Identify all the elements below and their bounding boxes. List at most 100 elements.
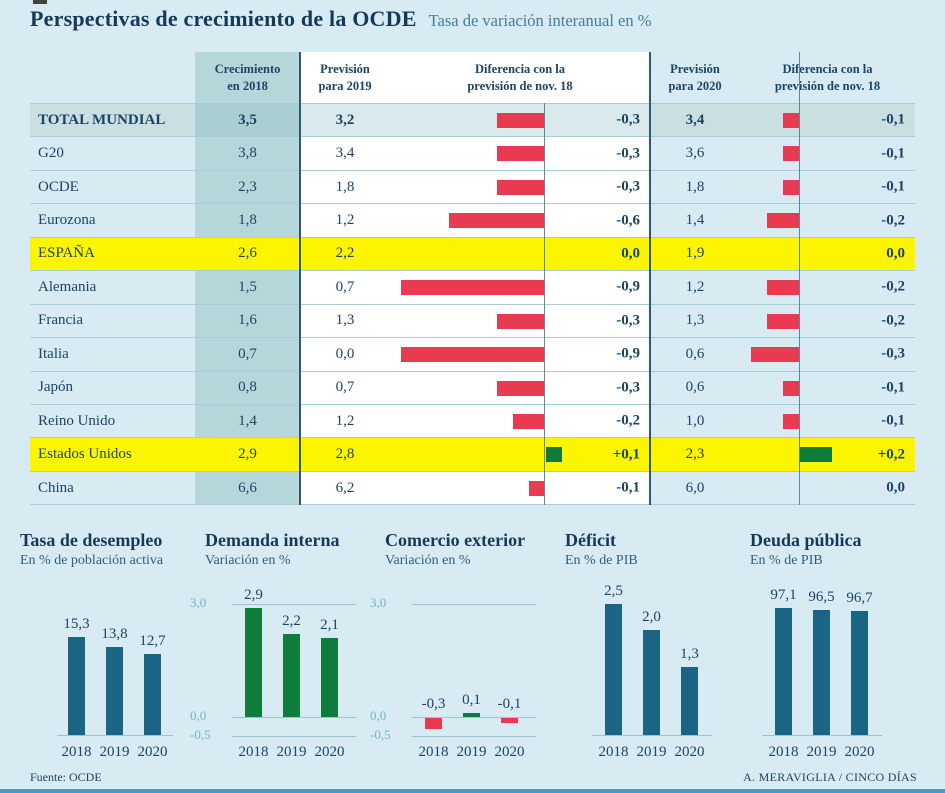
chart-bar-value: 96,7 xyxy=(846,590,873,606)
negative-diff-bar xyxy=(497,179,545,195)
chart-bar-value: 15,3 xyxy=(63,616,90,632)
negative-diff-bar xyxy=(767,213,799,229)
country-label: TOTAL MUNDIAL xyxy=(30,104,195,137)
masthead: Perspectivas de crecimiento de la OCDE Ta… xyxy=(30,6,651,32)
chart-title-demanda-interna: Demanda interna xyxy=(205,530,340,550)
chart-bar-value: 2,2 xyxy=(282,613,301,629)
growth-2018-value: 2,9 xyxy=(195,438,300,471)
chart-bar xyxy=(425,718,442,729)
negative-diff-bar xyxy=(529,480,545,496)
chart-bar xyxy=(144,654,161,735)
chart-bar xyxy=(283,634,300,717)
table-row: Francia 1,6 1,3 -0,3 1,3 -0,2 xyxy=(30,303,915,338)
growth-2018-value: 2,6 xyxy=(195,237,300,271)
y-axis-tick: 3,0 xyxy=(370,595,387,610)
diff-2019-value: +0,1 xyxy=(612,446,640,463)
growth-2018-value: 1,5 xyxy=(195,271,300,304)
table-row: Japón 0,8 0,7 -0,3 0,6 -0,1 xyxy=(30,370,915,404)
x-axis-line xyxy=(57,735,173,736)
chart-bar xyxy=(106,647,123,735)
chart-bar xyxy=(775,608,792,735)
positive-diff-bar xyxy=(546,447,562,463)
country-label: Francia xyxy=(38,312,83,329)
negative-diff-bar xyxy=(401,347,545,363)
positive-diff-bar xyxy=(800,447,832,463)
forecast-2019-value: 0,7 xyxy=(300,371,390,404)
forecast-2019-value: 3,2 xyxy=(300,104,390,137)
diff-2019-cell: -0,3 xyxy=(390,104,650,137)
chart-title-d-ficit: Déficit xyxy=(565,530,616,550)
negative-diff-bar xyxy=(401,280,545,296)
y-axis-tick: 3,0 xyxy=(190,595,207,610)
chart-bar xyxy=(321,638,338,717)
chart-bar-value: 1,3 xyxy=(680,646,699,662)
forecast-2020-value: 6,0 xyxy=(685,479,705,496)
negative-diff-bar xyxy=(767,313,799,329)
diff-2020-cell: -0,2 xyxy=(740,204,915,236)
growth-2018-value: 1,4 xyxy=(195,404,300,438)
negative-diff-bar xyxy=(783,146,799,162)
diff-2019-value: -0,3 xyxy=(616,312,640,329)
chart-bar xyxy=(463,712,480,717)
table-row: Reino Unido 1,4 1,2 -0,2 1,0 -0,1 xyxy=(30,403,915,438)
chart-subtitle-d-ficit: En % de PIB xyxy=(565,553,638,568)
diff-2019-cell: -0,6 xyxy=(390,204,650,237)
country-label: Reino Unido xyxy=(38,412,116,429)
negative-diff-bar xyxy=(497,380,545,396)
table-row: Alemania 1,5 0,7 -0,9 1,2 -0,2 xyxy=(30,270,915,304)
chart-title-deuda-p-blica: Deuda pública xyxy=(750,530,862,550)
negative-diff-bar xyxy=(783,413,799,429)
diff-2019-cell: -0,3 xyxy=(390,371,650,404)
header-growth-2018: Crecimiento en 2018 xyxy=(195,52,300,103)
y-axis-tick: 0,0 xyxy=(370,708,387,723)
country-label: Alemania xyxy=(38,278,97,295)
credit-note: A. MERAVIGLIA / CINCO DÍAS xyxy=(743,770,917,784)
table-row: ESPAÑA 2,6 2,2 0,0 1,9 0,0 xyxy=(30,236,915,271)
forecast-2019-value: 0,7 xyxy=(300,271,390,304)
chart-bar xyxy=(813,610,830,735)
chart-bar-value: 0,1 xyxy=(462,691,481,708)
chart-x-label: 2018 xyxy=(768,744,799,760)
negative-diff-bar xyxy=(783,380,799,396)
gridline xyxy=(232,736,356,737)
forecast-2020-value: 1,2 xyxy=(685,278,705,295)
diff-2020-value: 0,0 xyxy=(886,245,905,262)
table-body: TOTAL MUNDIAL 3,5 3,2 -0,3 3,4 -0,1 G20 3,8 3,4-… xyxy=(30,103,915,506)
gridline xyxy=(412,604,536,605)
forecast-2020-value: 3,6 xyxy=(685,145,705,162)
diff-2020-value: -0,1 xyxy=(881,145,905,162)
chart-bar xyxy=(851,611,868,735)
x-axis-line xyxy=(592,735,712,736)
growth-2018-value: 0,7 xyxy=(195,338,300,371)
diff-2020-cell: -0,2 xyxy=(740,305,915,337)
diff-2019-value: -0,9 xyxy=(616,278,640,295)
diff-2019-value: -0,3 xyxy=(616,178,640,195)
chart-bar-value: 2,0 xyxy=(642,609,661,625)
y-axis-tick: 0,0 xyxy=(190,708,207,723)
country-label: ESPAÑA xyxy=(30,237,195,271)
chart-bar-value: 96,5 xyxy=(808,589,835,605)
chart-x-label: 2019 xyxy=(99,744,130,760)
growth-2018-value: 0,8 xyxy=(195,371,300,404)
chart-subtitle-deuda-p-blica: En % de PIB xyxy=(750,553,823,568)
diff-2020-cell: -0,1 xyxy=(740,137,915,169)
growth-2018-value: 1,6 xyxy=(195,304,300,338)
chart-x-label: 2020 xyxy=(844,744,875,760)
forecast-2020-value: 1,9 xyxy=(650,237,740,271)
header-spacer xyxy=(30,52,195,103)
diff-2020-cell: -0,1 xyxy=(740,171,915,203)
chart-bar-value: 97,1 xyxy=(770,587,797,603)
chart-bar-value: 2,5 xyxy=(604,583,623,599)
diff-2020-cell: -0,1 xyxy=(740,372,915,404)
chart-x-label: 2020 xyxy=(674,744,705,760)
scan-artifact xyxy=(33,0,47,4)
header-diff-2019: Diferencia con la previsión de nov. 18 xyxy=(390,52,650,103)
negative-diff-bar xyxy=(497,146,545,162)
country-label: Estados Unidos xyxy=(30,438,195,471)
diff-2020-cell: -0,2 xyxy=(740,271,915,303)
table-row: Italia 0,7 0,0 -0,9 0,6 -0,3 xyxy=(30,337,915,371)
diff-2020-cell: 0,0 xyxy=(740,237,915,271)
diff-2019-cell: +0,1 xyxy=(390,438,650,471)
chart-bar xyxy=(605,604,622,735)
diff-2019-cell: -0,9 xyxy=(390,338,650,371)
